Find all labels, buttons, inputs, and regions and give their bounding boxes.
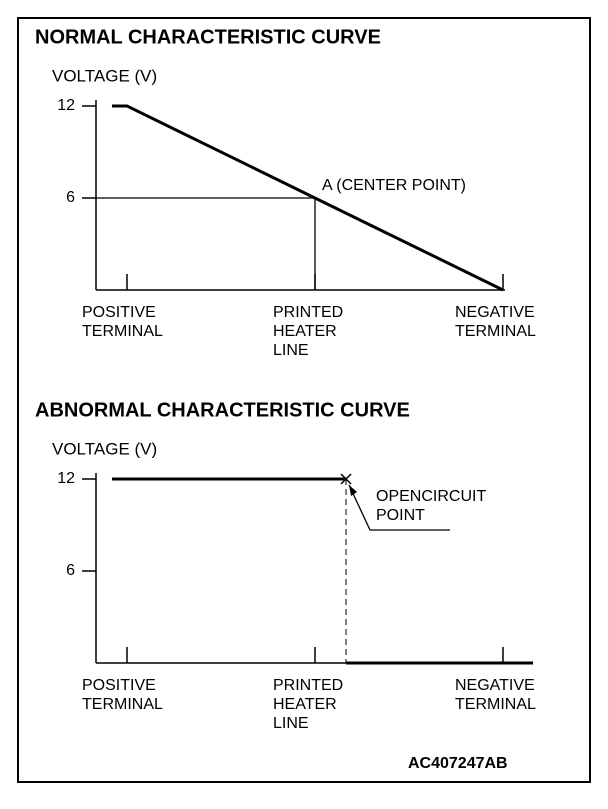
characteristic-curve xyxy=(111,477,534,665)
x-tick-label: TERMINAL xyxy=(455,323,536,340)
panel-title: NORMAL CHARACTERISTIC CURVE xyxy=(35,26,381,48)
x-tick-label: HEATER xyxy=(273,323,337,340)
x-tick-label: TERMINAL xyxy=(455,696,536,713)
x-tick-label: LINE xyxy=(273,715,309,732)
point-label: OPENCIRCUIT xyxy=(376,488,486,505)
y-tick-label: 6 xyxy=(66,189,75,206)
point-label: POINT xyxy=(376,507,425,524)
leader-line xyxy=(348,484,450,531)
x-tick-label: POSITIVE xyxy=(82,304,156,321)
y-tick-label: 12 xyxy=(57,97,75,114)
x-tick-label: PRINTED xyxy=(273,304,343,321)
x-tick-label: NEGATIVE xyxy=(455,677,535,694)
y-tick-label: 6 xyxy=(66,562,75,579)
open-point xyxy=(340,473,352,485)
characteristic-curve xyxy=(111,104,504,292)
x-tick-label: PRINTED xyxy=(273,677,343,694)
y-tick-label: 12 xyxy=(57,470,75,487)
x-tick-label: TERMINAL xyxy=(82,323,163,340)
figure-code: AC407247AB xyxy=(408,755,508,772)
x-tick-label: POSITIVE xyxy=(82,677,156,694)
panel-title: ABNORMAL CHARACTERISTIC CURVE xyxy=(35,399,410,421)
y-axis-label: VOLTAGE (V) xyxy=(52,66,157,85)
point-label: A (CENTER POINT) xyxy=(322,177,466,194)
x-tick-label: HEATER xyxy=(273,696,337,713)
x-tick-label: LINE xyxy=(273,342,309,359)
leader-arrow xyxy=(349,485,358,496)
frame xyxy=(17,17,591,783)
x-tick-label: TERMINAL xyxy=(82,696,163,713)
y-axis-label: VOLTAGE (V) xyxy=(52,439,157,458)
x-tick-label: NEGATIVE xyxy=(455,304,535,321)
